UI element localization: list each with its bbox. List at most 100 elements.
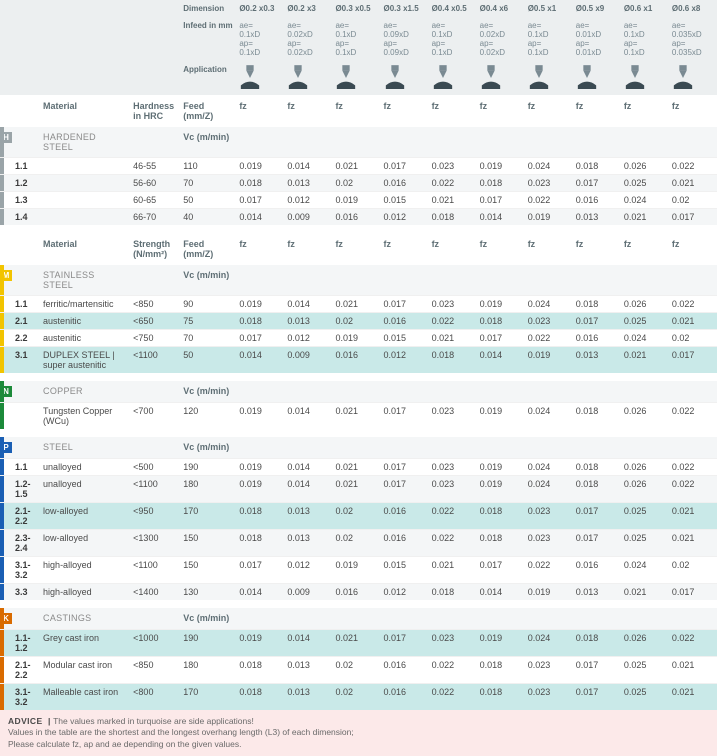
row-material xyxy=(40,158,130,175)
row-number: 2.3-2.4 xyxy=(12,530,40,557)
row-fz: 0.021 xyxy=(332,459,380,476)
row-spec: <1400 xyxy=(130,584,180,601)
row-material: Tungsten Copper (WCu) xyxy=(40,403,130,430)
row-fz: 0.019 xyxy=(236,476,284,503)
row-fz: 0.023 xyxy=(525,313,573,330)
row-fz: 0.017 xyxy=(236,557,284,584)
row-fz: 0.024 xyxy=(525,296,573,313)
row-fz: 0.018 xyxy=(477,313,525,330)
row-fz: 0.016 xyxy=(573,557,621,584)
row-fz: 0.022 xyxy=(669,459,717,476)
row-fz: 0.022 xyxy=(669,630,717,657)
row-fz: 0.02 xyxy=(669,557,717,584)
application-icon xyxy=(332,61,380,95)
row-spec: <850 xyxy=(130,657,180,684)
header-infeed-2: ae=0.1xDap=0.1xD xyxy=(332,17,380,61)
row-fz: 0.017 xyxy=(477,330,525,347)
row-vc: 110 xyxy=(180,158,236,175)
row-material: unalloyed xyxy=(40,476,130,503)
row-vc: 190 xyxy=(180,630,236,657)
row-fz: 0.022 xyxy=(525,330,573,347)
row-fz: 0.018 xyxy=(236,530,284,557)
row-vc: 70 xyxy=(180,175,236,192)
row-fz: 0.017 xyxy=(381,296,429,313)
row-fz: 0.018 xyxy=(429,584,477,601)
advice-line-0: The values marked in turquoise are side … xyxy=(53,716,254,726)
row-fz: 0.023 xyxy=(525,530,573,557)
header-infeed-3: ae=0.09xDap=0.09xD xyxy=(381,17,429,61)
row-material xyxy=(40,175,130,192)
row-spec: <700 xyxy=(130,403,180,430)
table-row: 1.1-1.2Grey cast iron<10001900.0190.0140… xyxy=(0,630,717,657)
row-fz: 0.024 xyxy=(525,476,573,503)
row-fz: 0.017 xyxy=(573,175,621,192)
row-vc: 70 xyxy=(180,330,236,347)
row-fz: 0.019 xyxy=(525,209,573,226)
row-fz: 0.02 xyxy=(669,192,717,209)
table-row: 1.466-70400.0140.0090.0160.0120.0180.014… xyxy=(0,209,717,226)
row-spec: <1300 xyxy=(130,530,180,557)
row-fz: 0.017 xyxy=(669,209,717,226)
application-icon xyxy=(236,61,284,95)
row-fz: 0.016 xyxy=(381,175,429,192)
vc-label: Vc (m/min) xyxy=(180,381,236,403)
row-number: 1.2 xyxy=(12,175,40,192)
row-fz: 0.018 xyxy=(236,657,284,684)
row-fz: 0.014 xyxy=(284,459,332,476)
row-fz: 0.016 xyxy=(332,584,380,601)
row-fz: 0.013 xyxy=(284,175,332,192)
row-fz: 0.019 xyxy=(332,330,380,347)
row-fz: 0.021 xyxy=(332,630,380,657)
row-fz: 0.02 xyxy=(332,657,380,684)
table-row: 2.1austenitic<650750.0180.0130.020.0160.… xyxy=(0,313,717,330)
row-fz: 0.017 xyxy=(573,503,621,530)
row-fz: 0.02 xyxy=(332,684,380,711)
row-fz: 0.017 xyxy=(236,192,284,209)
row-spec: 56-60 xyxy=(130,175,180,192)
row-fz: 0.025 xyxy=(621,175,669,192)
row-vc: 190 xyxy=(180,459,236,476)
row-fz: 0.018 xyxy=(477,175,525,192)
row-fz: 0.025 xyxy=(621,313,669,330)
row-spec: <500 xyxy=(130,459,180,476)
row-fz: 0.016 xyxy=(573,330,621,347)
row-fz: 0.018 xyxy=(236,175,284,192)
row-fz: 0.014 xyxy=(284,158,332,175)
row-material: Malleable cast iron xyxy=(40,684,130,711)
row-fz: 0.022 xyxy=(429,530,477,557)
row-fz: 0.013 xyxy=(573,209,621,226)
col-feed: Feed (mm/Z) xyxy=(180,233,236,265)
row-fz: 0.009 xyxy=(284,584,332,601)
row-number: 2.1-2.2 xyxy=(12,657,40,684)
row-spec: <950 xyxy=(130,503,180,530)
row-number: 3.1 xyxy=(12,347,40,374)
row-material xyxy=(40,209,130,226)
row-fz: 0.019 xyxy=(477,158,525,175)
row-fz: 0.026 xyxy=(621,403,669,430)
row-fz: 0.024 xyxy=(621,330,669,347)
col-strength: Strength (N/mm²) xyxy=(130,233,180,265)
row-number: 1.1-1.2 xyxy=(12,630,40,657)
row-fz: 0.019 xyxy=(525,347,573,374)
row-spec: <750 xyxy=(130,330,180,347)
header-infeed-label: Infeed in mm xyxy=(180,17,236,61)
row-number: 1.1 xyxy=(12,158,40,175)
row-fz: 0.018 xyxy=(573,630,621,657)
row-fz: 0.021 xyxy=(669,530,717,557)
row-fz: 0.013 xyxy=(284,313,332,330)
row-fz: 0.019 xyxy=(236,403,284,430)
row-fz: 0.016 xyxy=(381,657,429,684)
row-fz: 0.014 xyxy=(236,584,284,601)
row-fz: 0.019 xyxy=(525,584,573,601)
col-fz: fz xyxy=(429,95,477,127)
row-fz: 0.023 xyxy=(429,403,477,430)
row-fz: 0.017 xyxy=(477,192,525,209)
row-fz: 0.014 xyxy=(284,630,332,657)
row-fz: 0.016 xyxy=(381,684,429,711)
table-row: 1.1unalloyed<5001900.0190.0140.0210.0170… xyxy=(0,459,717,476)
row-fz: 0.025 xyxy=(621,530,669,557)
row-fz: 0.023 xyxy=(525,684,573,711)
row-fz: 0.009 xyxy=(284,209,332,226)
table-row: 3.3high-alloyed<14001300.0140.0090.0160.… xyxy=(0,584,717,601)
header-application-label: Application xyxy=(180,61,236,95)
